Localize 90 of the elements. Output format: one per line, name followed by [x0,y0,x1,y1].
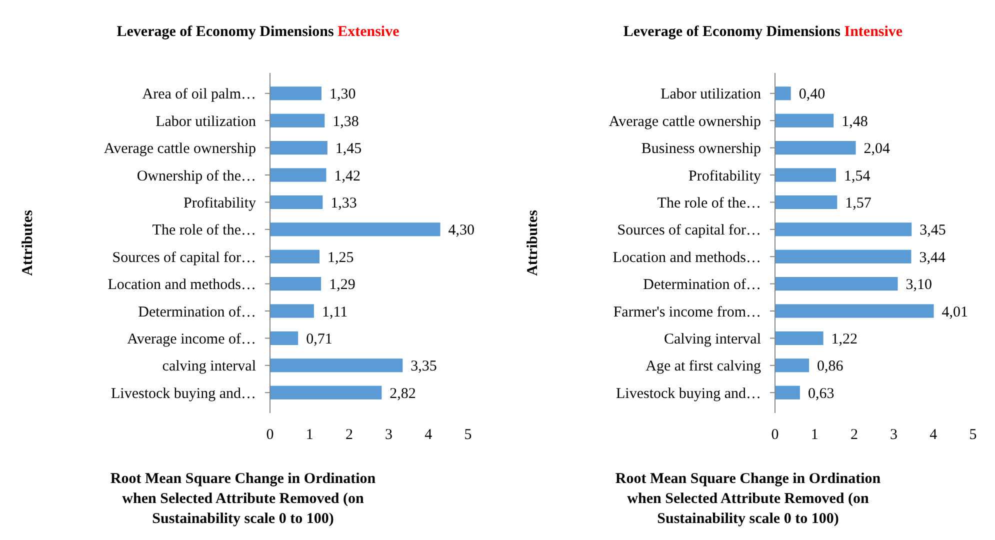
y-tick-label: Location and methods… [108,277,256,294]
data-label: 1,42 [334,168,360,184]
data-label: 1,33 [330,195,357,212]
y-tick-label: Livestock buying and… [111,386,256,402]
y-tick-label: Ownership of the… [136,168,256,184]
bar [270,277,322,291]
y-tick-label: Livestock buying and… [616,386,761,402]
x-axis-title: Root Mean Square Change in Ordination when Selected Attribute Removed (on Sustainability scale 0 to 100) [110,471,376,527]
x-tick-label: 1 [306,427,314,443]
data-label: 1,22 [831,331,858,348]
data-label: 0,63 [808,386,834,402]
data-label: 1,57 [845,195,872,212]
bar [270,222,440,236]
data-label: 1,30 [329,86,356,103]
bar [775,114,834,128]
bar [775,304,934,318]
chart-title: Leverage of Economy Dimensions Extensive [116,24,400,40]
data-label: 0,40 [798,86,826,103]
data-label: 4,01 [942,304,968,320]
data-label: 1,25 [328,250,354,266]
bar [270,114,325,128]
bar [775,277,898,291]
y-tick-label: Farmer's income from… [613,304,761,320]
bar [775,222,912,236]
y-tick-label: Business ownership [641,141,761,158]
x-tick-label: 3 [890,427,898,443]
bar [775,358,810,372]
data-label: 1,54 [844,168,871,184]
bar [775,141,856,155]
bar [270,86,322,100]
y-tick-label: The role of the… [657,195,761,212]
y-tick-label: Sources of capital for… [112,250,256,266]
data-label: 4,30 [448,222,475,239]
data-label: 1,45 [335,141,362,158]
x-tick-label: 4 [930,427,938,443]
y-axis-title: Attributes [525,210,541,276]
y-tick-label: Labor utilization [660,86,762,103]
bar [775,331,824,345]
y-tick-label: Sources of capital for… [617,222,761,239]
data-label: 3,10 [906,277,932,294]
y-tick-label: Area of oil palm… [142,86,256,103]
data-label: 3,44 [919,250,946,266]
x-tick-label: 1 [810,427,818,443]
y-tick-label: Age at first calving [646,358,762,375]
bar [270,141,328,155]
data-label: 1,48 [842,114,868,130]
bar [270,386,382,400]
data-label: 1,11 [322,304,348,320]
data-label: 1,29 [329,277,356,294]
y-tick-label: Calving interval [664,331,761,348]
data-label: 2,82 [390,386,416,402]
y-tick-label: Determination of… [643,277,761,294]
x-tick-label: 3 [385,427,393,443]
y-axis-title: Attributes [20,210,36,276]
bar [270,304,314,318]
bar [270,250,320,264]
x-tick-label: 5 [464,427,472,443]
y-tick-label: calving interval [162,358,256,375]
bar [775,250,912,264]
data-label: 3,35 [410,358,437,375]
x-tick-label: 0 [266,427,274,443]
data-label: 0,71 [306,331,332,348]
y-tick-label: Average cattle ownership [104,141,256,158]
y-tick-label: Labor utilization [156,114,256,130]
bar [270,168,326,182]
bar [775,86,791,100]
bar [270,195,323,209]
bar [775,386,800,400]
y-tick-label: Profitability [688,168,762,184]
chart-title: Leverage of Economy Dimensions Intensive [623,24,903,40]
x-tick-label: 5 [969,427,977,443]
x-tick-label: 4 [424,427,433,443]
y-tick-label: Location and methods… [612,250,761,266]
y-tick-label: Average income of… [127,331,256,348]
x-tick-label: 2 [345,427,353,443]
bar [270,331,298,345]
data-label: 3,45 [920,222,946,239]
bar [775,168,836,182]
x-tick-label: 0 [771,427,779,443]
y-tick-label: The role of the… [152,222,256,239]
bar [775,195,838,209]
x-tick-label: 2 [850,427,858,443]
x-axis-title: Root Mean Square Change in Ordination when Selected Attribute Removed (on Sustainability scale 0 to 100) [615,471,882,527]
y-tick-label: Profitability [184,195,256,212]
y-tick-label: Determination of… [138,304,256,320]
y-tick-label: Average cattle ownership [608,114,761,130]
data-label: 1,38 [332,114,359,130]
data-label: 0,86 [817,358,844,375]
data-label: 2,04 [864,141,891,158]
bar [270,358,403,372]
